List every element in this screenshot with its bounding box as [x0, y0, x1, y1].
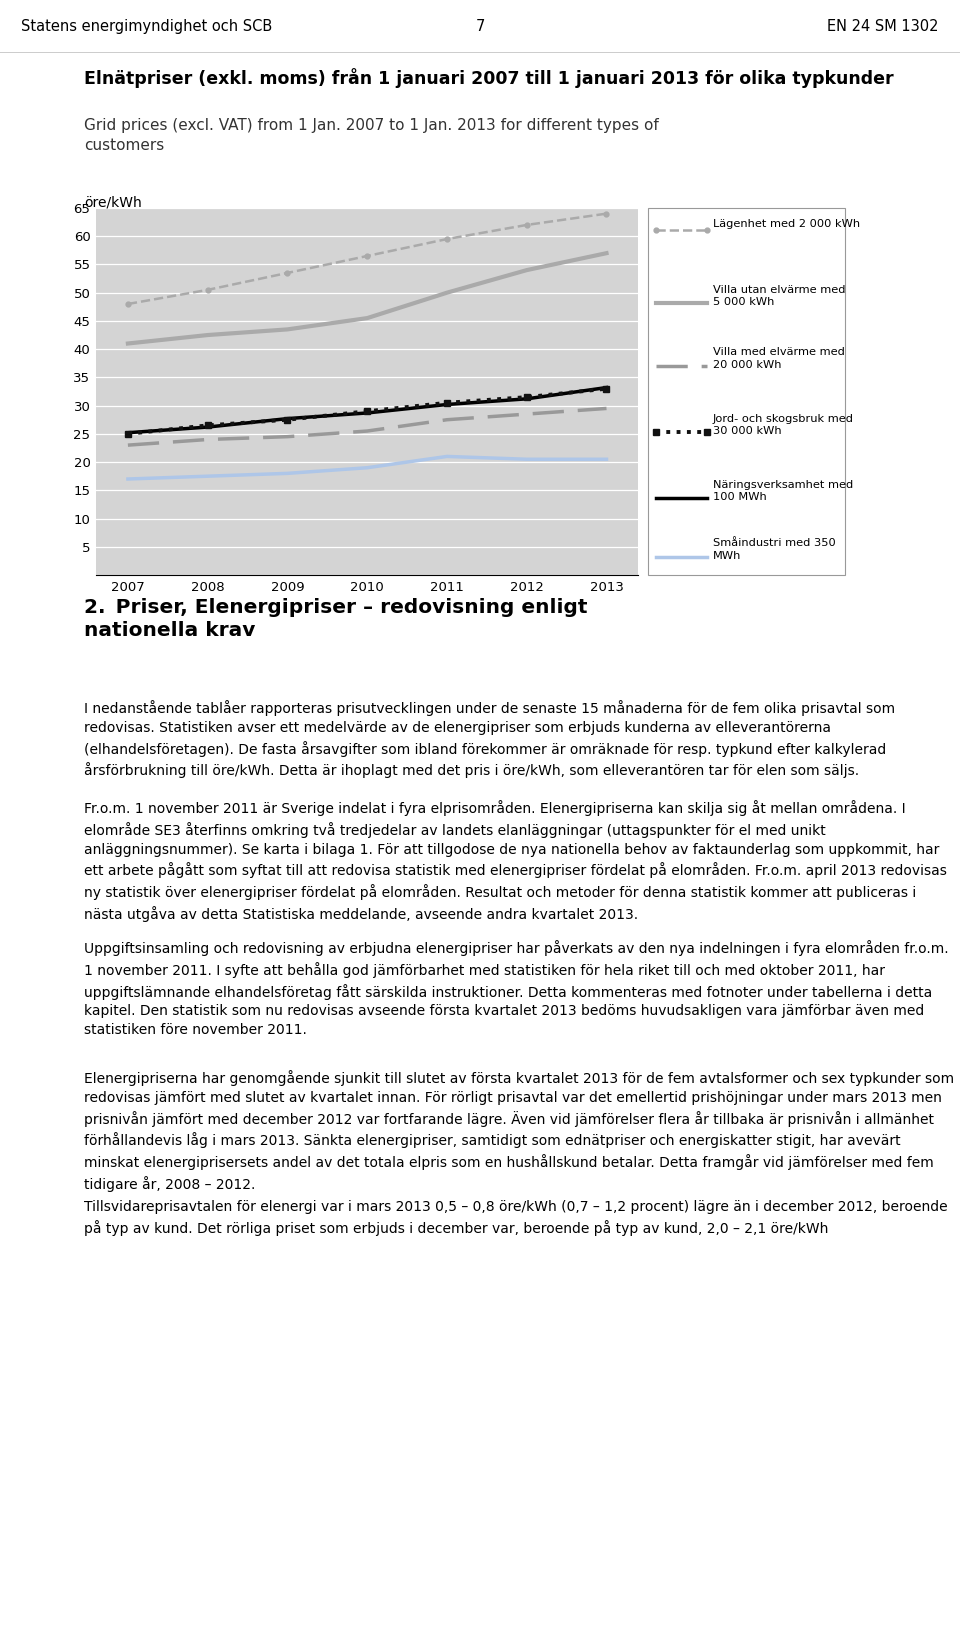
Text: Elnätpriser (exkl. moms) från 1 januari 2007 till 1 januari 2013 för olika typku: Elnätpriser (exkl. moms) från 1 januari … — [84, 68, 894, 88]
Text: Jord- och skogsbruk med
30 000 kWh: Jord- och skogsbruk med 30 000 kWh — [713, 413, 854, 436]
Text: Elenergipriserna har genomgående sjunkit till slutet av första kvartalet 2013 fö: Elenergipriserna har genomgående sjunkit… — [84, 1070, 954, 1193]
Text: Tillsvidareprisavtalen för elenergi var i mars 2013 0,5 – 0,8 öre/kWh (0,7 – 1,2: Tillsvidareprisavtalen för elenergi var … — [84, 1199, 948, 1236]
Text: öre/kWh: öre/kWh — [84, 195, 142, 210]
Text: 2. Priser, Elenergipriser – redovisning enligt
nationella krav: 2. Priser, Elenergipriser – redovisning … — [84, 598, 588, 641]
Text: EN 24 SM 1302: EN 24 SM 1302 — [828, 18, 939, 35]
Text: Fr.o.m. 1 november 2011 är Sverige indelat i fyra elprisområden. Elenergiprisern: Fr.o.m. 1 november 2011 är Sverige indel… — [84, 800, 948, 922]
Text: Uppgiftsinsamling och redovisning av erbjudna elenergipriser har påverkats av de: Uppgiftsinsamling och redovisning av erb… — [84, 940, 949, 1037]
Text: Villa med elvärme med
20 000 kWh: Villa med elvärme med 20 000 kWh — [713, 347, 845, 370]
Text: Grid prices (excl. VAT) from 1 Jan. 2007 to 1 Jan. 2013 for different types of
c: Grid prices (excl. VAT) from 1 Jan. 2007… — [84, 117, 660, 152]
Text: Villa utan elvärme med
5 000 kWh: Villa utan elvärme med 5 000 kWh — [713, 286, 846, 307]
Text: I nedanstående tablåer rapporteras prisutvecklingen under de senaste 15 månadern: I nedanstående tablåer rapporteras prisu… — [84, 700, 896, 778]
Text: Näringsverksamhet med
100 MWh: Näringsverksamhet med 100 MWh — [713, 479, 853, 502]
Text: 7: 7 — [475, 18, 485, 35]
Text: Statens energimyndighet och SCB: Statens energimyndighet och SCB — [21, 18, 273, 35]
Text: Småindustri med 350
MWh: Småindustri med 350 MWh — [713, 539, 836, 560]
Text: Lägenhet med 2 000 kWh: Lägenhet med 2 000 kWh — [713, 220, 860, 230]
